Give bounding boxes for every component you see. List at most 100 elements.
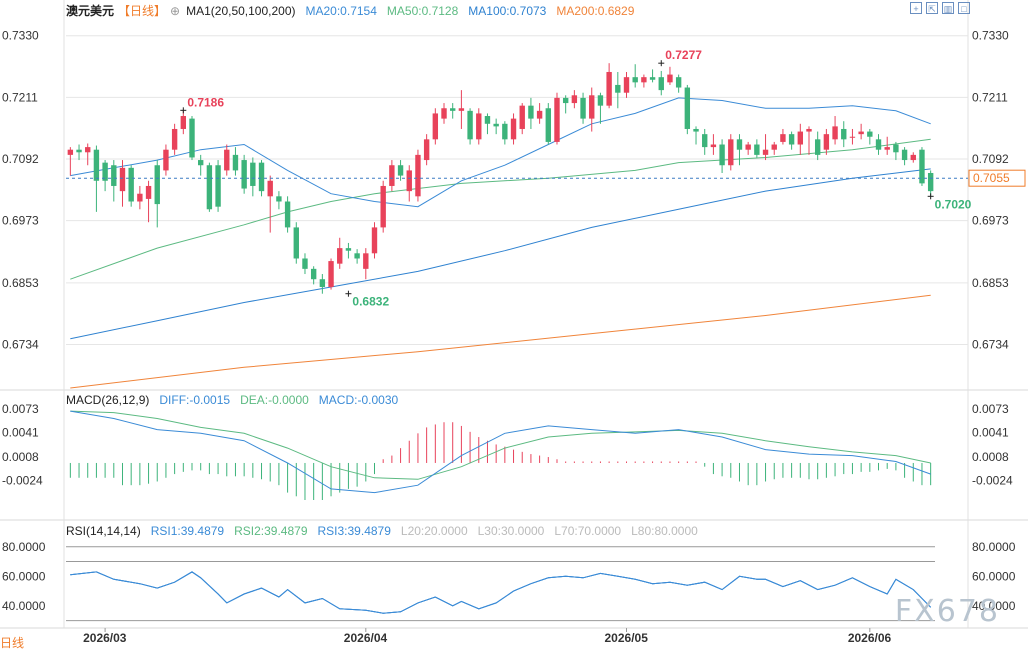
time-tick-label: 2026/06 — [848, 631, 892, 645]
candle-body — [232, 154, 239, 171]
candle-body — [528, 105, 534, 119]
extreme-label: 0.6832 — [352, 295, 389, 309]
price-tick-label-left: 0.6973 — [2, 214, 39, 228]
candle-body — [180, 116, 187, 129]
macd-dea-value: DEA:-0.0000 — [240, 393, 309, 407]
candle-body — [545, 108, 551, 142]
ma100-line — [70, 168, 931, 340]
macd-diff-value: DIFF:-0.0015 — [159, 393, 231, 407]
candle-body — [884, 147, 890, 150]
candle-body — [632, 77, 638, 83]
fullscreen-icon[interactable]: □ — [958, 2, 970, 14]
candle-body — [502, 123, 508, 140]
price-tick-label-left: 0.6853 — [2, 276, 39, 290]
candle-body — [198, 160, 204, 166]
candle-body — [606, 71, 612, 106]
candle-body — [658, 77, 664, 91]
rsi3-value: RSI3:39.4879 — [317, 524, 391, 538]
rsi2-line — [70, 571, 932, 614]
candle-body — [710, 144, 717, 148]
rsi-tick-label-left: 80.0000 — [2, 540, 46, 554]
price-tick-label-left: 0.7330 — [2, 29, 39, 43]
settings-icon[interactable]: ⊕ — [170, 4, 181, 18]
candle-body — [780, 134, 786, 142]
candle-body — [684, 87, 691, 129]
candle-body — [476, 113, 482, 140]
candle-body — [510, 118, 517, 140]
candle-body — [310, 268, 317, 280]
price-tick-label-right: 0.6973 — [972, 214, 1009, 228]
macd-tick-label-left: 0.0008 — [2, 450, 39, 464]
candle-body — [693, 128, 699, 132]
candle-body — [797, 131, 803, 145]
candle-body — [450, 108, 456, 111]
macd-tick-label-left: 0.0073 — [2, 402, 39, 416]
candle-body — [841, 128, 847, 140]
candle-body — [893, 144, 899, 153]
candle-body — [754, 144, 760, 155]
candle-body — [319, 279, 326, 287]
candle-body — [493, 123, 499, 127]
macd-title[interactable]: MACD(26,12,9) — [66, 393, 150, 407]
extreme-label: 0.7186 — [187, 95, 224, 109]
candle-body — [762, 149, 769, 155]
layout-icon[interactable]: ▥ — [942, 2, 954, 14]
symbol-name: 澳元美元 — [66, 4, 115, 18]
candle-body — [250, 162, 256, 186]
price-tick-label-left: 0.6734 — [2, 337, 39, 351]
price-tick-label-left: 0.7211 — [2, 90, 38, 104]
ma-indicator-title[interactable]: MA1(20,50,100,200) — [186, 4, 296, 18]
period-switch[interactable]: 日线 — [0, 636, 25, 650]
watermark-logo: FX678 — [894, 594, 1000, 629]
candle-body — [519, 105, 525, 129]
candle-body — [910, 154, 916, 161]
macd-tick-label-right: 0.0008 — [972, 450, 1009, 464]
candle-body — [867, 131, 873, 137]
macd-dea-line — [70, 410, 931, 480]
rsi-tick-label-right: 40.0000 — [972, 599, 1016, 613]
candle-body — [119, 167, 126, 192]
candle-body — [441, 108, 447, 119]
candle-body — [224, 149, 230, 171]
crosshair-icon[interactable]: + — [910, 2, 922, 14]
rsi-tick-label-left: 60.0000 — [2, 569, 46, 583]
candle-body — [354, 253, 360, 259]
candle-body — [111, 165, 117, 186]
chart-toolbar: + ⇱ ▥ □ — [910, 2, 970, 14]
candle-body — [137, 193, 143, 202]
candle-body — [554, 97, 560, 142]
candle-body — [345, 248, 352, 251]
price-tick-label-right: 0.7211 — [972, 90, 1008, 104]
candle-body — [623, 77, 630, 93]
candle-body — [788, 134, 795, 145]
candle-body — [423, 139, 430, 161]
expand-icon[interactable]: ⇱ — [926, 2, 938, 14]
candle-body — [415, 154, 421, 197]
candle-body — [702, 134, 708, 148]
candle-body — [328, 261, 334, 287]
candle-body — [675, 77, 682, 88]
ma200-line — [70, 294, 931, 389]
candle-body — [276, 196, 282, 202]
extreme-label: 0.7277 — [665, 48, 702, 62]
last-price-tag — [968, 169, 1026, 187]
rsi-l80: L80:80.0000 — [631, 524, 698, 538]
candle-body — [667, 74, 673, 83]
rsi1-value: RSI1:39.4879 — [150, 524, 225, 538]
ma100-value: MA100:0.7073 — [468, 4, 547, 18]
macd-panel-header: MACD(26,12,9) DIFF:-0.0015 DEA:-0.0000 MACD… — [66, 393, 408, 407]
ma20-value: MA20:0.7154 — [305, 4, 377, 18]
macd-tick-label-right: 0.0073 — [972, 402, 1009, 416]
candle-body — [163, 149, 169, 171]
candle-body — [806, 128, 812, 132]
candle-body — [771, 144, 777, 150]
period-label[interactable]: 【日线】 — [118, 4, 167, 18]
candle-body — [719, 144, 725, 166]
candle-body — [337, 248, 343, 264]
candle-body — [641, 77, 647, 83]
candle-body — [919, 149, 925, 184]
ma50-value: MA50:0.7128 — [386, 4, 459, 18]
candle-body — [849, 136, 856, 138]
rsi-title[interactable]: RSI(14,14,14) — [66, 524, 141, 538]
